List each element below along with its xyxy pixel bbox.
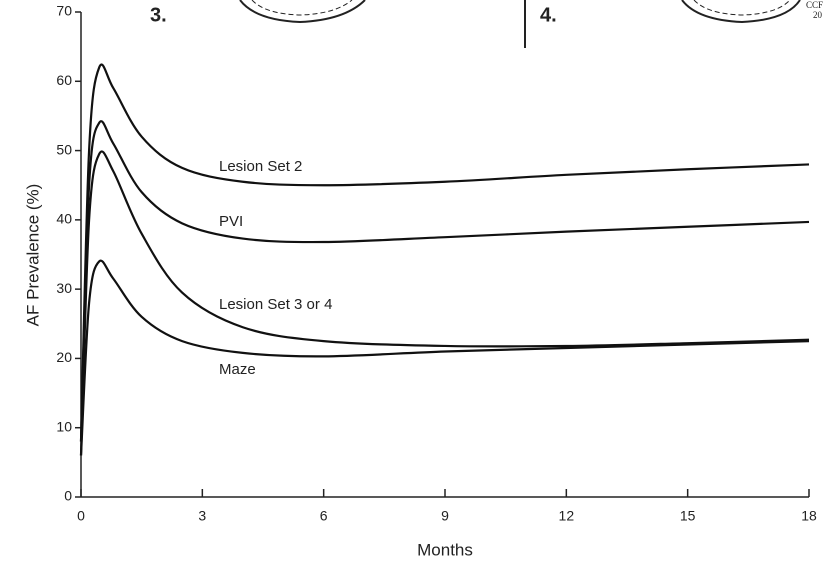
y-tick-label: 20 [56, 349, 72, 365]
diagram-fragment [694, 0, 790, 15]
chart: 3. 4. CCF 20 AF Prevalence (%) Months 0 1… [0, 0, 827, 562]
y-tick-label: 50 [56, 141, 72, 157]
x-tick-label: 9 [441, 508, 449, 524]
y-axis-label: AF Prevalence (%) [23, 184, 42, 327]
series-label: Lesion Set 2 [219, 158, 302, 175]
y-tick-label: 30 [56, 280, 72, 296]
y-tick-label: 0 [64, 488, 72, 504]
x-axis-label: Months [417, 540, 473, 559]
y-tick-label: 70 [56, 3, 72, 19]
x-tick-label: 3 [198, 508, 206, 524]
x-tick-label: 6 [320, 508, 328, 524]
credit: CCF [806, 0, 823, 10]
diagram-fragment [252, 0, 352, 15]
series-label: Maze [219, 361, 256, 378]
diagram-fragment [240, 0, 365, 22]
page: 3. 4. CCF 20 AF Prevalence (%) Months 0 1… [0, 0, 827, 562]
panel-label: 4. [540, 4, 557, 26]
panel-label: 3. [150, 4, 167, 26]
x-tick-label: 15 [680, 508, 696, 524]
credit: 20 [813, 10, 823, 20]
x-tick-label: 18 [801, 508, 817, 524]
series-line [81, 151, 809, 455]
y-tick-label: 10 [56, 418, 72, 434]
diagram-fragment [682, 0, 800, 22]
series-label: PVI [219, 213, 243, 230]
series-label: Lesion Set 3 or 4 [219, 296, 332, 313]
y-tick-label: 40 [56, 211, 72, 227]
y-tick-label: 60 [56, 72, 72, 88]
x-tick-label: 0 [77, 508, 85, 524]
series-line [81, 261, 809, 456]
x-tick-label: 12 [559, 508, 575, 524]
series-line [81, 64, 809, 441]
